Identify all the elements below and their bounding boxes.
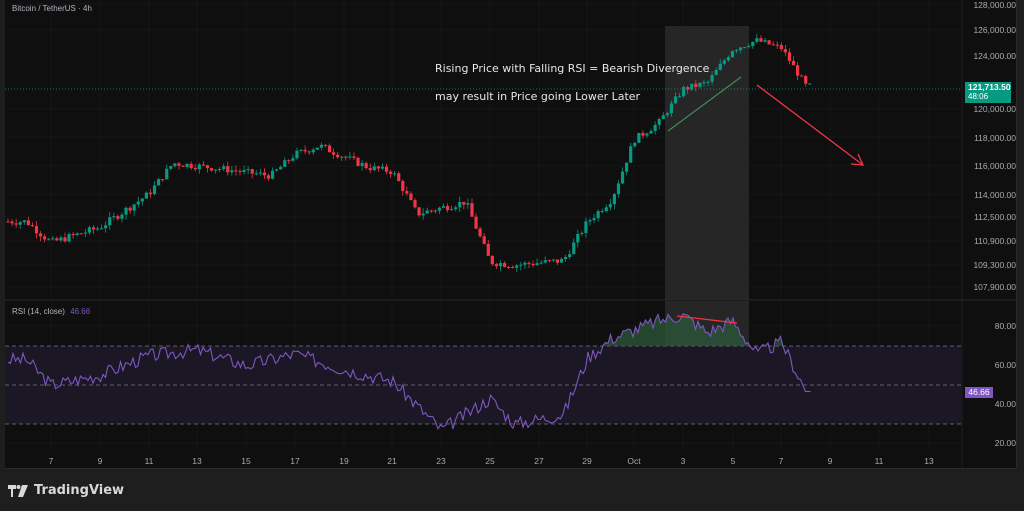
price-tick: 107,900.00 (973, 282, 1016, 292)
tradingview-logo-icon (8, 484, 28, 497)
price-tick: 116,000.00 (974, 161, 1016, 171)
time-tick: 13 (192, 456, 202, 466)
rsi-value-badge: 46.66 (965, 387, 993, 398)
rsi-overbought-fill (188, 313, 783, 346)
time-tick: 17 (290, 456, 300, 466)
time-tick: 25 (485, 456, 495, 466)
time-tick: 9 (97, 456, 103, 466)
time-tick: 15 (241, 456, 251, 466)
price-tick: 118,000.00 (974, 133, 1016, 143)
time-tick: 27 (534, 456, 544, 466)
time-tick: 23 (436, 456, 446, 466)
time-tick: 19 (339, 456, 349, 466)
time-tick: 11 (874, 456, 884, 466)
price-tick: 110,900.00 (974, 236, 1016, 246)
rsi-tick: 20.00 (994, 438, 1016, 448)
bar-countdown: 48:06 (968, 92, 989, 101)
time-tick: 13 (924, 456, 934, 466)
time-tick: 7 (778, 456, 784, 466)
time-tick: Oct (627, 456, 641, 466)
price-tick: 128,000.00 (973, 0, 1016, 10)
price-tick: 120,000.00 (973, 104, 1016, 114)
candlestick-series (6, 33, 812, 273)
time-tick: 7 (48, 456, 54, 466)
price-trendline[interactable] (667, 76, 742, 132)
rsi-tick: 80.00 (994, 321, 1016, 331)
last-price-badge: 121,713.50 48:06 (965, 82, 1011, 103)
tradingview-logo-text: TradingView (34, 483, 125, 498)
price-tick: 112,500.00 (974, 212, 1016, 222)
rsi-divergence-line[interactable] (676, 315, 738, 324)
time-tick: 29 (582, 456, 592, 466)
tradingview-logo[interactable]: TradingView (8, 483, 124, 498)
rsi-line (7, 313, 811, 431)
price-tick: 109,300.00 (973, 260, 1016, 270)
rsi-legend-label: RSI (14, close) (12, 307, 65, 316)
annotation-line-2[interactable]: may result in Price going Lower Later (435, 90, 641, 103)
price-tick: 126,000.00 (973, 25, 1016, 35)
price-tick: 114,000.00 (974, 190, 1016, 200)
rsi-tick: 60.00 (994, 360, 1016, 370)
time-tick: 21 (387, 456, 397, 466)
time-tick: 9 (827, 456, 833, 466)
rsi-legend-value: 46.66 (70, 307, 91, 316)
rsi-tick: 40.00 (994, 399, 1016, 409)
annotation-line-1[interactable]: Rising Price with Falling RSI = Bearish … (435, 62, 710, 75)
rsi-legend[interactable]: RSI (14, close) 46.66 (12, 307, 90, 316)
symbol-title[interactable]: Bitcoin / TetherUS · 4h (12, 4, 92, 13)
price-tick: 124,000.00 (973, 51, 1016, 61)
time-tick: 5 (730, 456, 736, 466)
divergence-highlight-price (665, 26, 749, 300)
time-tick: 3 (680, 456, 686, 466)
bearish-projection-arrow[interactable] (756, 84, 865, 166)
last-price-value: 121,713.50 (968, 82, 1011, 92)
time-tick: 11 (144, 456, 154, 466)
